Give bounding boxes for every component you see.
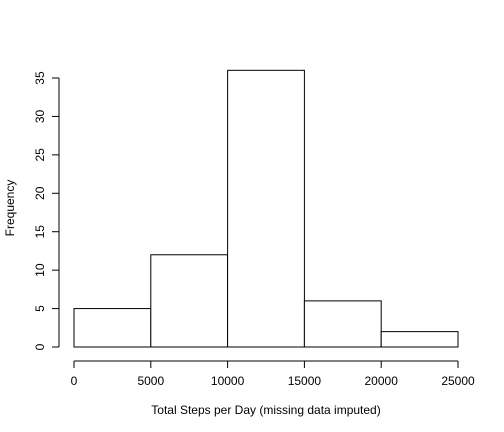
y-tick-label: 5 [33,305,47,312]
histogram-bar-4 [380,331,459,348]
histogram-bar-0 [73,308,152,348]
histogram-bars [73,69,459,348]
x-tick-label: 10000 [211,374,245,388]
y-tick-label: 10 [33,263,47,277]
y-tick-label: 0 [33,343,47,350]
y-axis-label: Frequency [3,180,17,237]
x-axis: 0 5000 10000 15000 20000 25000 [71,360,475,388]
x-tick-label: 25000 [441,374,475,388]
y-tick-label: 35 [33,71,47,85]
y-tick-label: 15 [33,225,47,239]
y-axis: 0 5 10 15 20 25 30 35 [33,71,60,350]
y-tick-label: 30 [33,109,47,123]
x-axis-label: Total Steps per Day (missing data impute… [151,403,380,417]
y-tick-label: 20 [33,186,47,200]
histogram-bar-3 [303,300,382,348]
x-tick-label: 20000 [365,374,399,388]
x-tick-label: 0 [71,374,78,388]
histogram-bar-1 [150,254,229,348]
x-tick-label: 5000 [137,374,164,388]
histogram-bar-2 [227,69,305,348]
y-tick-label: 25 [33,148,47,162]
x-tick-label: 15000 [288,374,322,388]
